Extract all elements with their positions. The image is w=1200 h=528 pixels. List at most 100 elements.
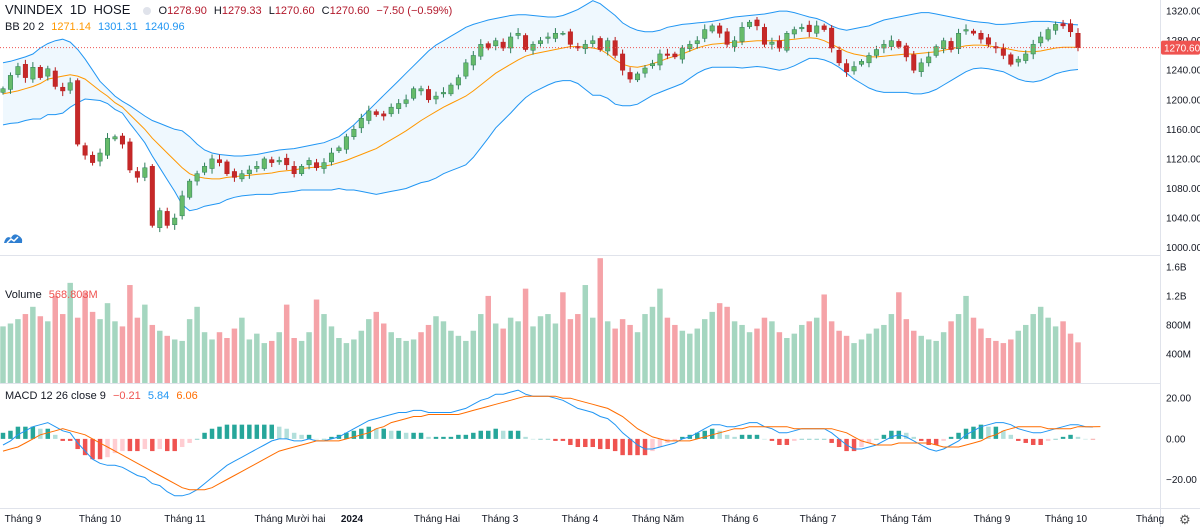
volume-bar: [507, 317, 514, 383]
volume-bar: [30, 306, 36, 383]
volume-bar: [627, 324, 633, 383]
candle-body: [314, 162, 320, 169]
candle: [657, 49, 663, 71]
candle-body: [209, 158, 215, 169]
price-tick-label: 1080.00: [1166, 184, 1200, 195]
macd-histogram-bar: [978, 424, 984, 439]
volume-bar: [851, 343, 857, 383]
candle: [739, 22, 745, 46]
volume-bar: [858, 339, 865, 383]
macd-histogram-bar: [329, 436, 334, 439]
candle-body: [231, 171, 237, 178]
volume-bar: [597, 258, 603, 383]
candle: [75, 78, 81, 147]
volume-bar: [694, 328, 701, 383]
macd-histogram-bar: [187, 438, 192, 443]
macd-histogram-bar: [23, 426, 28, 439]
candle-body: [328, 152, 334, 163]
candle-body: [739, 27, 745, 42]
volume-bar: [254, 333, 260, 383]
volume-bar: [59, 314, 66, 383]
candle-body: [1045, 29, 1051, 40]
macd-histogram-bar: [478, 430, 484, 439]
candle-body: [1053, 24, 1059, 31]
volume-bar: [470, 330, 477, 383]
volume-bar: [149, 324, 156, 383]
volume-bar: [478, 314, 484, 383]
volume-bar: [918, 335, 924, 383]
volume-bar: [612, 328, 618, 383]
macd-histogram-bar: [986, 426, 991, 439]
candle-body: [463, 62, 469, 77]
candle: [485, 41, 491, 51]
candle: [261, 156, 267, 171]
candle-body: [299, 166, 305, 174]
candle: [134, 167, 140, 183]
last-price-tag-bg: [1161, 40, 1200, 55]
candle: [709, 23, 715, 34]
macd-histogram-bar: [418, 432, 424, 439]
symbol-name[interactable]: VNINDEX: [5, 2, 63, 17]
volume-bar: [246, 339, 253, 383]
candle-body: [149, 166, 155, 226]
candle: [343, 133, 349, 154]
macd-histogram-bar: [739, 434, 745, 439]
candle: [440, 87, 446, 98]
candle: [269, 156, 275, 168]
volume-bar: [455, 335, 462, 383]
candle-body: [321, 162, 327, 169]
candle-body: [22, 64, 28, 78]
volume-bar: [821, 294, 827, 383]
volume-bar: [940, 332, 947, 383]
settings-icon[interactable]: ⚙: [1179, 512, 1191, 527]
candle-body: [538, 40, 543, 44]
candle-body: [291, 166, 297, 174]
candle-body: [776, 40, 782, 49]
candle: [105, 133, 111, 159]
time-axis-label: Tháng: [1136, 514, 1164, 525]
candle-body: [620, 53, 626, 71]
macd-histogram-bar: [583, 438, 588, 448]
candle-body: [679, 47, 685, 60]
candle-body: [687, 44, 693, 50]
candle-body: [575, 46, 581, 49]
volume-bar: [590, 317, 596, 383]
volume-bar: [67, 282, 73, 383]
macd-histogram-bar: [1030, 438, 1036, 445]
candle-body: [732, 40, 738, 47]
candle: [635, 71, 641, 83]
candle: [851, 61, 857, 75]
volume-bar: [522, 288, 529, 383]
volume-bar: [492, 323, 499, 383]
macd-histogram-bar: [754, 434, 760, 439]
volume-bar: [687, 333, 693, 383]
logo-icon[interactable]: [3, 231, 23, 252]
volume-legend[interactable]: Volume 568.803M: [5, 288, 102, 302]
macd-histogram-bar: [351, 430, 357, 439]
candle-body: [859, 61, 864, 65]
candle-body: [605, 40, 611, 52]
macd-histogram-bar: [956, 432, 961, 439]
macd-histogram-bar: [530, 438, 536, 440]
macd-histogram-bar: [814, 438, 819, 440]
interval-label[interactable]: 1D: [69, 2, 87, 17]
macd-histogram-bar: [568, 438, 573, 445]
volume-bar: [201, 332, 208, 383]
macd-histogram-bar: [403, 432, 409, 439]
candle-body: [358, 118, 364, 129]
candle: [948, 37, 954, 53]
candle: [1038, 31, 1044, 47]
candle: [575, 42, 581, 51]
macd-legend[interactable]: MACD 12 26 close 9 −0.21 5.84 6.06: [5, 389, 202, 403]
macd-histogram-bar: [120, 438, 125, 452]
candle-body: [993, 46, 999, 49]
candle: [844, 59, 850, 77]
bb-legend[interactable]: BB 20 2 1271.14 1301.31 1240.96: [5, 20, 189, 34]
macd-histogram-bar: [515, 430, 521, 439]
macd-histogram-bar: [202, 432, 207, 439]
candle-body: [381, 113, 387, 117]
macd-histogram-bar: [82, 438, 88, 456]
candle: [747, 19, 753, 29]
candle-body: [1060, 23, 1066, 27]
